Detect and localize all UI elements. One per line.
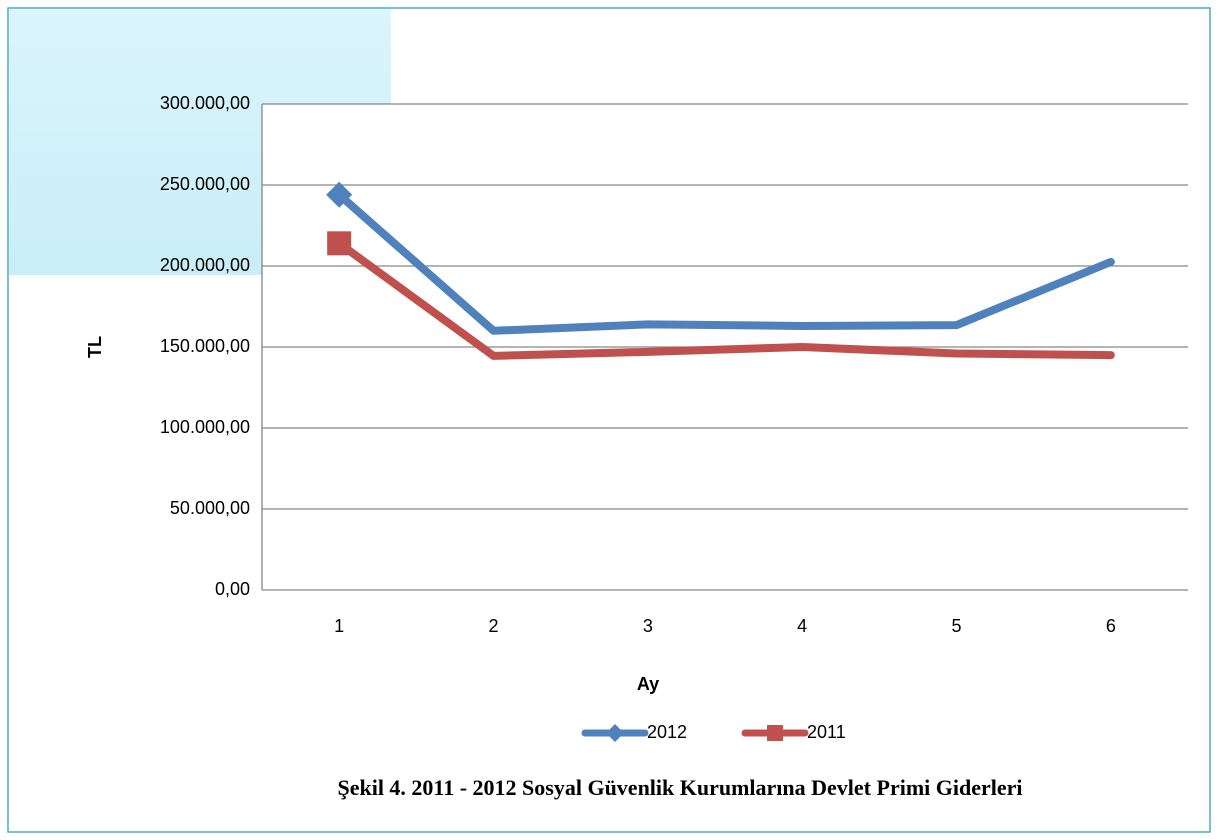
x-tick-label: 5 <box>951 616 961 636</box>
y-tick-label: 100.000,00 <box>160 417 250 437</box>
legend-marker <box>767 725 783 741</box>
y-tick-label: 150.000,00 <box>160 336 250 356</box>
legend-marker <box>606 724 624 742</box>
x-tick-label: 2 <box>488 616 498 636</box>
x-axis-label: Ay <box>637 674 659 694</box>
series-marker <box>327 231 352 256</box>
y-tick-label: 300.000,00 <box>160 93 250 113</box>
x-tick-label: 4 <box>797 616 807 636</box>
y-axis-label: TL <box>85 336 105 358</box>
legend-label: 2012 <box>647 722 687 742</box>
x-tick-label: 1 <box>334 616 344 636</box>
series-line <box>335 190 1115 335</box>
y-tick-label: 0,00 <box>215 579 250 599</box>
series-line <box>335 239 1115 360</box>
y-tick-label: 50.000,00 <box>170 498 250 518</box>
y-tick-label: 200.000,00 <box>160 255 250 275</box>
y-tick-label: 250.000,00 <box>160 174 250 194</box>
x-tick-label: 6 <box>1106 616 1116 636</box>
legend-label: 2011 <box>807 722 846 742</box>
x-tick-label: 3 <box>643 616 653 636</box>
caption: Şekil 4. 2011 - 2012 Sosyal Güvenlik Kur… <box>337 775 1022 800</box>
series-marker <box>326 181 353 208</box>
